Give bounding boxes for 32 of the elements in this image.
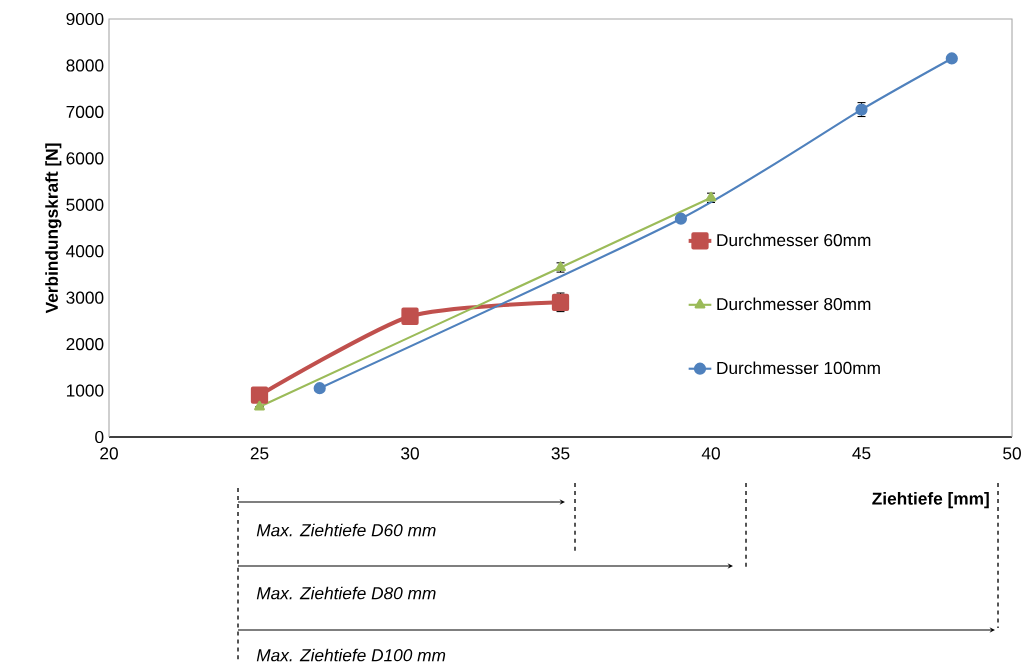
x-axis-title: Ziehtiefe [mm] <box>872 492 989 509</box>
point <box>313 382 326 395</box>
y-tick-label: 4000 <box>66 245 104 258</box>
y-tick-label: 0 <box>95 430 104 444</box>
y-axis-title: Verbindungskraft [N] <box>45 143 62 314</box>
x-tick-label: 50 <box>1003 447 1021 460</box>
point <box>945 52 958 65</box>
legend-label: Durchmesser 80mm <box>717 297 871 311</box>
text: Max. Ziehtiefe D80 mm <box>256 586 436 600</box>
x-tick-label: 25 <box>250 447 269 460</box>
y-tick-label: 7000 <box>66 105 104 119</box>
x-tick-label: 35 <box>551 447 570 460</box>
point <box>250 386 269 404</box>
y-tick-label: 6000 <box>66 152 104 165</box>
x-tick-label: 30 <box>401 447 419 460</box>
point <box>551 293 570 311</box>
point <box>401 307 419 325</box>
y-tick-label: 8000 <box>66 59 104 72</box>
x-tick-label: 45 <box>852 447 871 460</box>
y-tick-label: 5000 <box>66 198 104 211</box>
point <box>254 400 265 411</box>
y-tick-label: 3000 <box>66 291 104 304</box>
y-tick-label: 1000 <box>66 384 104 397</box>
y-tick-label: 9000 <box>66 12 104 26</box>
legend-label: Durchmesser 100mm <box>717 361 880 375</box>
x-tick-label: 40 <box>701 447 720 460</box>
point <box>674 212 688 225</box>
text: Max. Ziehtiefe D60 mm <box>256 523 436 537</box>
y-tick-label: 2000 <box>66 337 104 351</box>
legend-label: Durchmesser 60mm <box>717 233 871 247</box>
text: Max. Ziehtiefe D100 mm <box>256 648 446 662</box>
x-tick-label: 20 <box>100 447 118 460</box>
